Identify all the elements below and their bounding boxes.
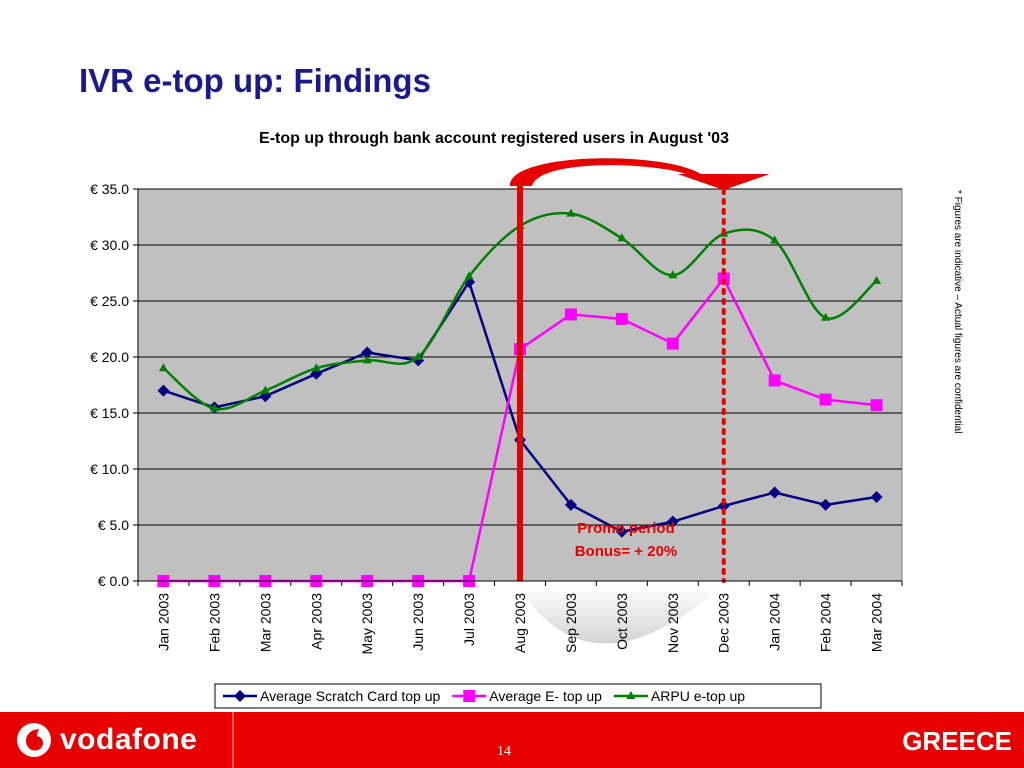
series-1-point: [768, 486, 781, 499]
x-tick-label: May 2003: [359, 593, 375, 655]
series-3-point: [158, 363, 168, 372]
y-tick-label: € 25.0: [90, 293, 129, 309]
legend-label: ARPU e-top up: [651, 688, 745, 704]
y-tick-label: € 30.0: [90, 237, 129, 253]
legend-box: [214, 683, 822, 709]
x-tick-label: Apr 2003: [308, 593, 324, 650]
page-number: 14: [497, 744, 511, 759]
legend-label: Average E- top up: [489, 688, 602, 704]
series-2-point: [768, 374, 781, 387]
series-2-point: [615, 312, 628, 325]
x-tick-label: Feb 2004: [818, 593, 834, 652]
series-3-point: [617, 233, 627, 242]
x-tick-label: Mar 2004: [869, 593, 885, 652]
series-2-point: [819, 393, 832, 406]
series-3-point: [770, 235, 780, 244]
x-tick-label: Oct 2003: [614, 593, 630, 650]
series-3-point: [464, 271, 474, 280]
x-tick-label: Aug 2003: [512, 593, 528, 653]
vodafone-speechmark-icon: [17, 723, 51, 757]
legend-swatch-marker: [463, 690, 476, 702]
series-1-point: [361, 346, 374, 359]
y-tick-label: € 0.0: [98, 573, 129, 589]
series-1-point: [819, 498, 832, 511]
x-tick-label: Nov 2003: [665, 593, 681, 653]
series-3-point: [413, 352, 423, 360]
promo-annotation-line: Promo period: [577, 520, 675, 537]
vodafone-logo: vodafone: [16, 722, 197, 758]
legend-label: Average Scratch Card top up: [260, 688, 441, 704]
series-3-point: [260, 385, 270, 394]
series-3-point: [872, 275, 882, 284]
x-tick-label: Jun 2003: [410, 593, 426, 651]
series-2-point: [564, 308, 577, 321]
y-tick-label: € 10.0: [90, 461, 129, 477]
promo-arrowhead: [677, 174, 770, 190]
promo-arc-arrow: [509, 158, 704, 186]
footer-divider: [232, 712, 234, 768]
legend-swatch-marker: [234, 690, 246, 702]
x-tick-label: Dec 2003: [716, 593, 732, 653]
x-tick-label: Feb 2003: [206, 593, 222, 652]
promo-annotation-line: Bonus= + 20%: [575, 543, 678, 560]
series-1-point: [717, 499, 730, 512]
series-2-point: [666, 337, 679, 350]
series-3-point: [821, 312, 831, 321]
promo-shadow-arc: [518, 586, 722, 644]
series-1-point: [666, 515, 679, 528]
country-label: GREECE: [902, 726, 1012, 756]
y-tick-label: € 20.0: [90, 349, 129, 365]
series-3-point: [209, 403, 219, 412]
series-1-point: [564, 498, 577, 511]
series-1-point: [157, 384, 170, 397]
x-tick-label: Jul 2003: [461, 593, 477, 646]
y-tick-label: € 5.0: [98, 517, 129, 533]
footer-bar: vodafone 14 GREECE: [0, 712, 1024, 768]
x-tick-label: Mar 2003: [257, 593, 273, 652]
series-1-point: [870, 491, 883, 503]
y-tick-label: € 35.0: [90, 181, 129, 197]
series-3-point: [566, 208, 576, 217]
chart-title: E-top up through bank account registered…: [259, 130, 729, 147]
series-3-point: [311, 363, 321, 372]
x-tick-label: Jan 2004: [767, 593, 783, 651]
x-tick-label: Jan 2003: [155, 593, 171, 651]
series-2-point: [870, 399, 883, 412]
series-3-point: [668, 270, 678, 279]
y-tick-label: € 15.0: [90, 405, 129, 421]
x-tick-label: Sep 2003: [563, 593, 579, 653]
series-3-point: [362, 355, 372, 364]
legend-swatch-marker: [626, 691, 636, 699]
brand-name: vodafone: [60, 723, 198, 756]
line-chart: Promo period Bonus= + 20% E-top up throug…: [90, 130, 903, 709]
slide-title: IVR e-top up: Findings: [79, 62, 431, 99]
series-1-point: [615, 525, 628, 538]
